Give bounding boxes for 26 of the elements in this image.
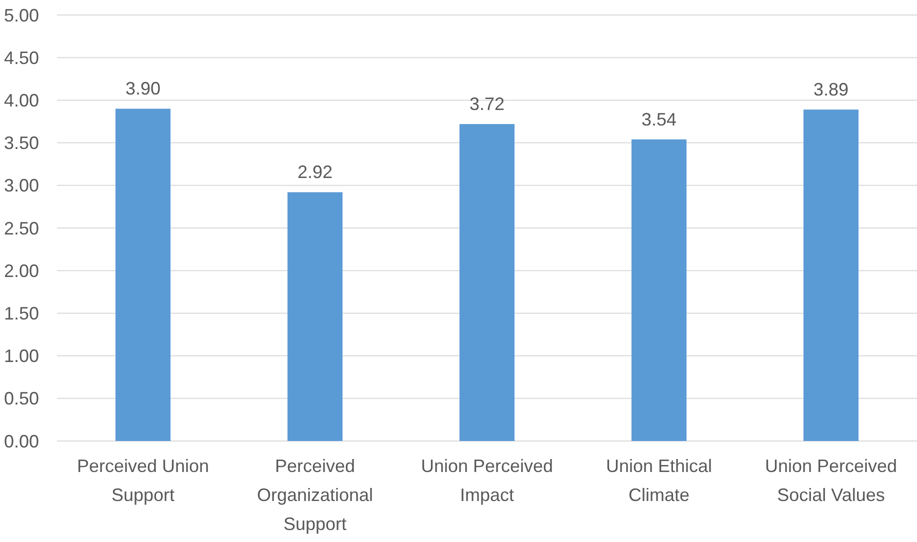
y-tick-label: 3.50 [4, 133, 40, 154]
bar [631, 139, 687, 441]
data-label: 3.54 [641, 109, 677, 130]
y-tick-label: 3.00 [4, 176, 40, 196]
y-tick-label: 1.50 [4, 304, 40, 324]
data-label: 2.92 [297, 162, 333, 182]
y-tick-label: 0.00 [4, 431, 40, 452]
x-tick-label: Union Perceived Impact [420, 456, 554, 505]
data-label: 3.72 [469, 94, 505, 114]
x-tick-label: Perceived Organizational Support [256, 456, 374, 534]
x-tick-label: Union Ethical Climate [606, 456, 712, 505]
y-tick-label: 1.00 [4, 346, 40, 366]
y-tick-label: 2.00 [4, 260, 40, 281]
bar [115, 108, 171, 441]
y-tick-label: 4.00 [4, 90, 40, 110]
data-label: 3.89 [813, 80, 849, 100]
bar [287, 192, 343, 441]
y-tick-label: 2.50 [4, 218, 40, 238]
bar [459, 124, 515, 441]
data-label: 3.90 [125, 78, 161, 99]
bar [803, 110, 859, 441]
y-tick-label: 4.50 [4, 48, 40, 68]
y-tick-label: 0.50 [4, 388, 40, 409]
x-tick-label: Perceived Union Support [76, 456, 210, 505]
x-tick-label: Union Perceived Social Values [764, 456, 898, 505]
y-tick-label: 5.00 [4, 5, 40, 26]
